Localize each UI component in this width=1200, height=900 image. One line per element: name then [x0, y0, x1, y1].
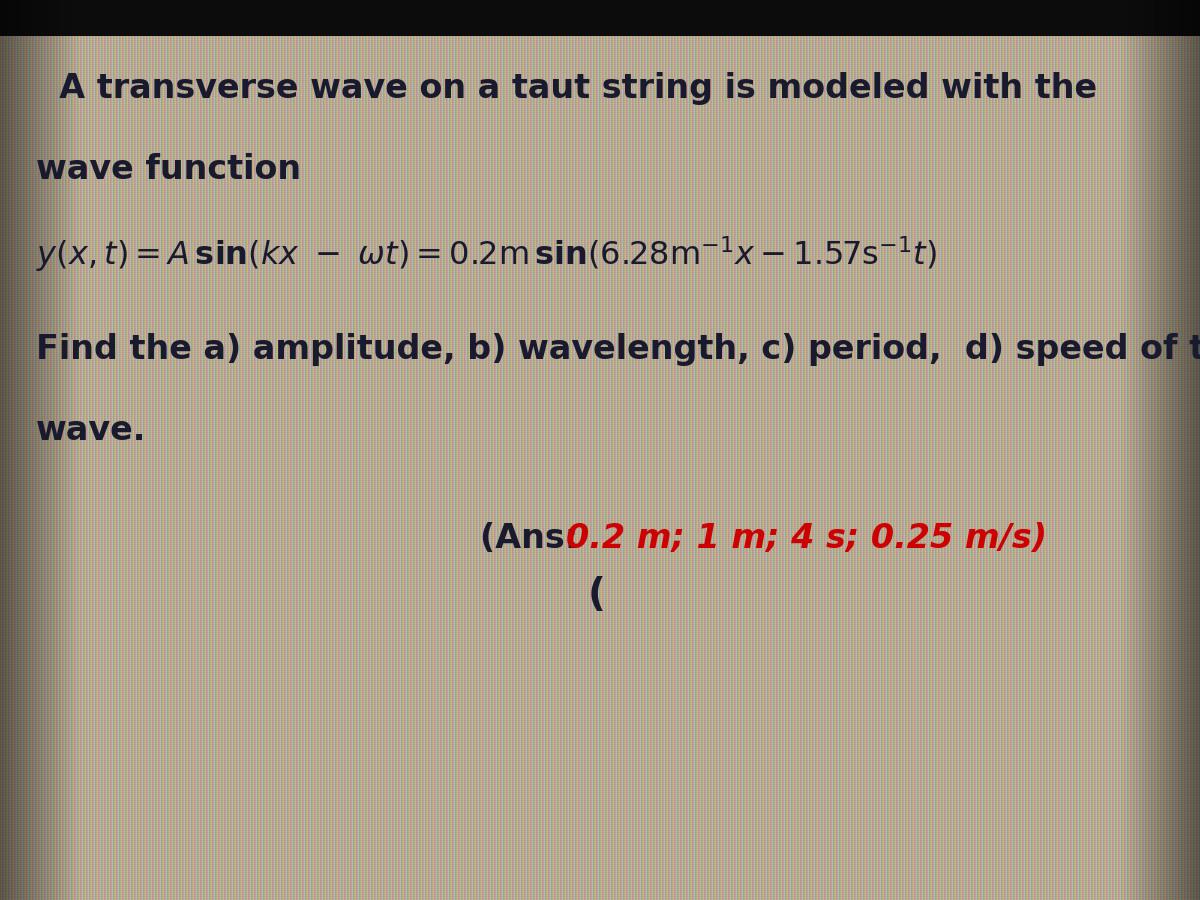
Text: Find the a) amplitude, b) wavelength, c) period,  d) speed of the: Find the a) amplitude, b) wavelength, c)… [36, 333, 1200, 366]
Text: wave function: wave function [36, 153, 301, 186]
Text: A transverse wave on a taut string is modeled with the: A transverse wave on a taut string is mo… [36, 72, 1097, 105]
Text: 0.2 m; 1 m; 4 s; 0.25 m/s): 0.2 m; 1 m; 4 s; 0.25 m/s) [566, 522, 1048, 555]
Text: wave.: wave. [36, 414, 146, 447]
Text: (Ans:: (Ans: [480, 522, 589, 555]
Text: (: ( [588, 576, 606, 614]
Text: $y(x, t) = A\,\mathbf{sin}(kx\ -\ \omega t) = 0.2\mathrm{m}\,\mathbf{sin}(6.28\m: $y(x, t) = A\,\mathbf{sin}(kx\ -\ \omega… [36, 234, 937, 274]
